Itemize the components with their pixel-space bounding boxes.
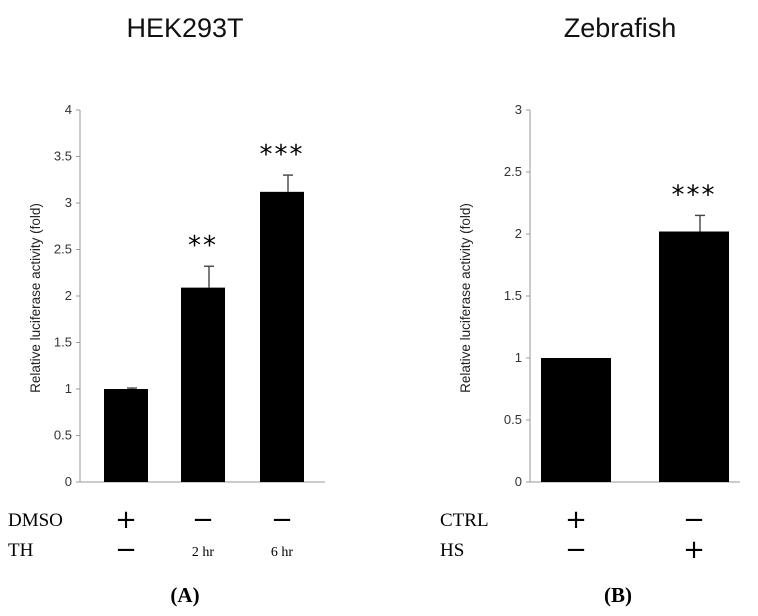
panel-a-row-sign: −: [115, 535, 137, 565]
panel-b-row-sign: +: [683, 535, 705, 565]
panel-a-plot: 00.511.522.533.54*****: [54, 102, 325, 489]
panel-a-significance-label: **: [188, 231, 218, 261]
panel-b-y-tick-label: 1.5: [504, 288, 522, 303]
panel-b-y-tick-label: 2: [515, 226, 522, 241]
panel-a: HEK293T Relative luciferase activity (fo…: [8, 13, 325, 607]
panel-a-row-sign: −: [192, 505, 214, 535]
panel-a-row-label: TH: [8, 540, 34, 561]
panel-b-bar: [541, 358, 611, 482]
panel-b-row-label: HS: [440, 540, 464, 561]
panel-a-row-sign: −: [271, 505, 293, 535]
panel-a-y-tick-label: 0: [65, 474, 72, 489]
panel-a-row-label: DMSO: [8, 510, 63, 531]
panel-a-significance-label: ***: [260, 140, 305, 170]
panel-b-title: Zebrafish: [564, 13, 677, 43]
panel-a-y-tick-label: 1: [65, 381, 72, 396]
panel-b-row-label: CTRL: [440, 510, 489, 531]
panel-b-y-tick-label: 0: [515, 474, 522, 489]
panel-b-y-axis-label: Relative luciferase activity (fold): [458, 203, 473, 393]
panel-b-significance-label: ***: [672, 180, 717, 210]
panel-a-treatment-rows: DMSO + − −TH −2 hr 6 hr: [8, 505, 293, 565]
panel-a-y-tick-label: 0.5: [54, 428, 72, 443]
panel-a-bar: [260, 191, 304, 482]
panel-b-y-tick-label: 3: [515, 102, 522, 117]
panel-a-row-sign: +: [115, 505, 137, 535]
panel-b-row-sign: −: [683, 505, 705, 535]
panel-a-y-tick-label: 2: [65, 288, 72, 303]
panel-b-label: (B): [604, 583, 632, 607]
panel-b-y-tick-label: 0.5: [504, 412, 522, 427]
panel-a-bar: [181, 287, 225, 482]
panel-a-y-tick-label: 1.5: [54, 335, 72, 350]
panel-b-y-tick-label: 1: [515, 350, 522, 365]
panel-b-plot: 0 0.5 1 1.5 2 2.5 3 ***: [504, 102, 740, 489]
panel-b-bar: [659, 231, 729, 482]
panel-a-row-value: 6 hr: [271, 545, 294, 560]
panel-b-y-tick-label: 2.5: [504, 164, 522, 179]
panel-a-bar: [104, 389, 148, 482]
panel-a-y-axis-label: Relative luciferase activity (fold): [28, 203, 43, 393]
panel-b-row-sign: +: [565, 505, 587, 535]
panel-a-y-tick-label: 3: [65, 195, 72, 210]
panel-b: Zebrafish Relative luciferase activity (…: [440, 13, 740, 607]
panel-a-y-tick-label: 4: [65, 102, 72, 117]
panel-a-y-tick-label: 3.5: [54, 149, 72, 164]
panel-b-treatment-rows: CTRL + −HS − +: [440, 505, 705, 565]
panel-b-row-sign: −: [565, 535, 587, 565]
panel-a-row-value: 2 hr: [192, 545, 215, 560]
panel-a-label: (A): [170, 583, 199, 607]
panel-a-y-tick-label: 2.5: [54, 242, 72, 257]
panel-a-title: HEK293T: [126, 13, 243, 43]
